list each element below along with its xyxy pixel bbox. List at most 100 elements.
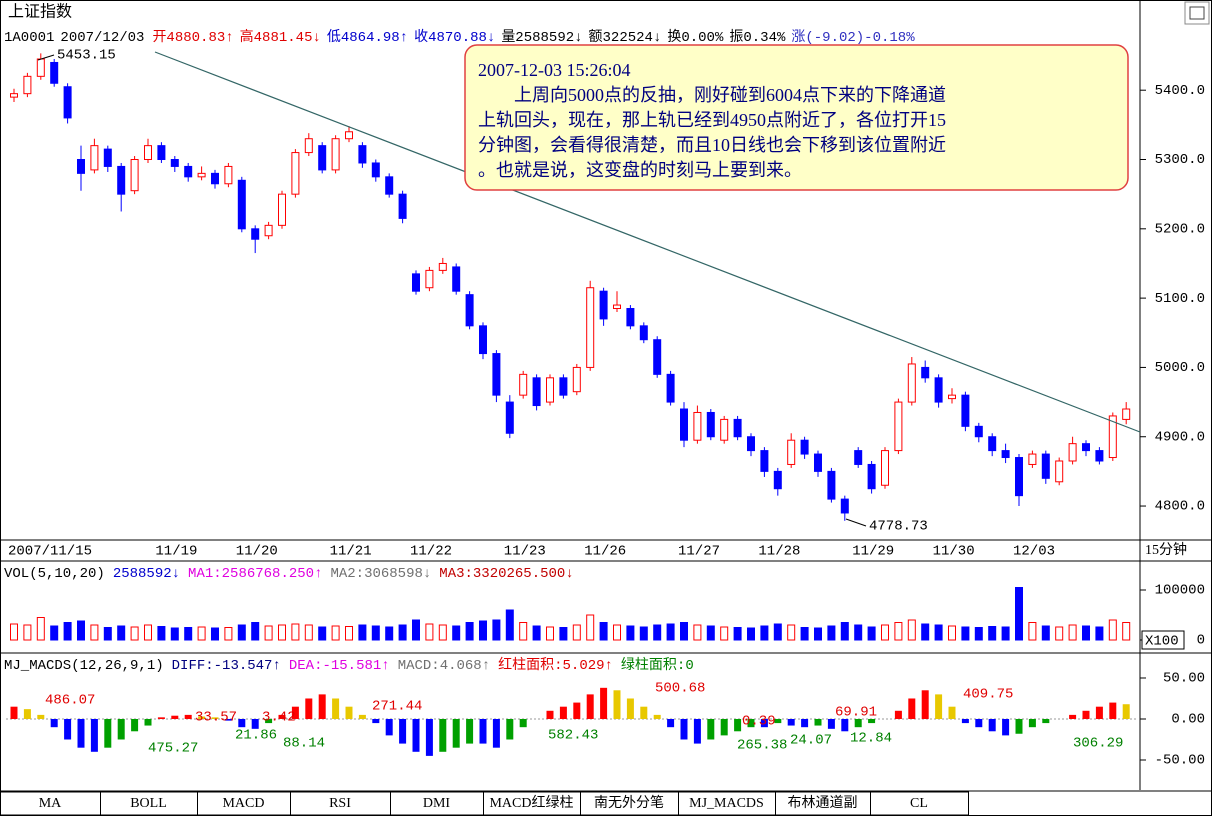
indicator: 绿柱面积:0 [621,657,694,674]
volume-bar [492,619,501,641]
macd-label: 33.57 [195,710,237,726]
macd-bar [827,718,835,729]
macd-label: 24.07 [790,733,832,749]
candle-body [814,453,822,472]
tab-label[interactable]: 南无外分笔 [594,795,664,811]
change: 涨(-9.02)-0.18% [791,29,915,46]
macd-bar [345,706,353,719]
volume-bar [800,627,809,641]
tab-label[interactable]: 布林通道副 [788,795,858,811]
volume-bar [385,626,394,641]
macd-bar [1122,704,1130,719]
tab[interactable] [870,791,969,816]
candle-body [948,394,956,400]
tab-label[interactable]: RSI [329,796,351,811]
tab-label[interactable]: BOLL [130,796,167,811]
volume-bar [1082,625,1090,641]
candle-body [653,339,662,375]
macd-bar [332,698,340,719]
x-tick-label: 11/27 [678,544,720,560]
volume-bar [666,623,675,641]
volume-bar [50,625,59,641]
macd-bar [23,709,31,719]
window-button[interactable] [1184,1,1210,25]
volume-unit: X100 [1145,634,1179,650]
volume-bar [197,626,206,641]
macd-bar [935,694,943,719]
volume-bar [586,614,595,641]
macd-bar [265,718,273,724]
x-tick-label: 11/20 [236,544,278,560]
candle-body [1108,415,1117,459]
volume-bar [264,625,273,641]
macd-bar [372,718,380,724]
candle-body [36,58,45,77]
candle-body [63,86,72,119]
candle-body [854,450,863,465]
candle-body [840,498,849,514]
macd-bar [1095,706,1103,719]
volume-bar [358,624,367,641]
macd-bar [251,718,259,729]
tab-label[interactable]: CL [910,796,928,811]
candle-body [10,93,18,98]
volume-bar [103,627,112,641]
indicator: 红柱面积:5.029↑ [498,657,613,674]
volume-bar [840,622,849,641]
candle-body [586,287,595,368]
macd-bar [291,706,299,719]
macd-bar [184,714,192,719]
amount: 额322524↓ [589,29,662,46]
macd-bar [425,718,433,756]
candle-body [425,269,434,289]
macd-bar [680,718,688,740]
quote-line: 1A0001 2007/12/03 开4880.83↑ 高4881.45↓ 低4864.… [4,28,915,46]
tab-label[interactable]: MA [39,796,62,811]
tab-label[interactable]: MACD [222,796,264,811]
macd-bar [1069,714,1077,719]
y-tick-label: 0.00 [1171,712,1205,728]
volume-bar [572,624,581,641]
callout-line: 上周向5000点的反抽，刚好碰到6004点下来的下降通道 [514,85,946,105]
macd-bar [868,718,876,724]
candle-body [693,411,702,441]
macd-bar [466,718,474,744]
macd-bar [1015,718,1023,734]
volume-bar [170,627,179,641]
macd-bar [988,718,996,732]
volume-bar [211,627,219,641]
volume-bar [854,624,863,641]
tab-label[interactable]: DMI [423,796,451,811]
volume-bar [144,624,152,641]
tab-label[interactable]: MACD红绿柱 [489,795,573,811]
y-tick-label: 4800.0 [1155,499,1205,515]
code: 1A0001 [4,30,54,46]
y-tick-label: 50.00 [1163,671,1205,687]
volume-bar [921,623,930,641]
volume-bar [827,625,836,641]
volume-bar [881,624,889,641]
candle-body [117,165,126,195]
volume-bar [465,622,474,641]
macd-bar [948,706,956,719]
volume-bar [559,627,568,641]
macd-bar [586,694,594,719]
volume-bar [412,619,420,641]
volume-bar [706,625,715,641]
turnover: 换0.00% [667,28,724,46]
indicator: DEA:-15.581↑ [289,658,390,674]
volume-bar [304,624,313,641]
macd-bar [908,698,916,719]
volume-bar [948,625,956,641]
tab-label[interactable]: MJ_MACDS [689,796,764,811]
macd-label: 0.39 [742,714,776,730]
candle-body [492,353,501,396]
y-tick-label: 0 [1197,633,1205,649]
low: 低4864.98↑ [327,29,408,46]
candle-body [90,145,99,171]
callout-line: 分钟图，会看得很清楚，而且10日线也会下移到该位置附近 [478,135,946,155]
macd-bar [452,718,460,748]
macd-bar [693,718,701,744]
candle-body [706,411,715,438]
candle-body [130,159,139,192]
